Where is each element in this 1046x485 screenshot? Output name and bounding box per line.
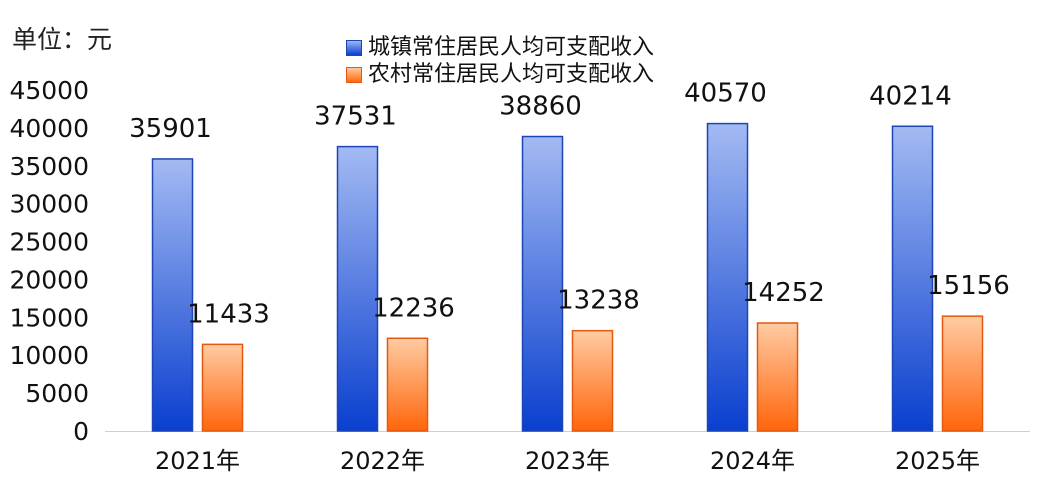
legend-label-rural: 农村常住居民人均可支配收入	[368, 62, 655, 87]
y-tick-label: 25000	[9, 228, 89, 257]
bar-rural	[201, 343, 244, 432]
bar-urban	[336, 145, 379, 432]
bar-rural	[571, 329, 614, 432]
x-tick-label: 2022年	[340, 447, 425, 475]
data-label-urban: 40570	[684, 79, 767, 109]
bar-urban	[891, 125, 934, 432]
y-tick-label: 20000	[9, 265, 89, 294]
y-axis-ticks: 0 5000 10000 15000 20000 25000 30000 35000 40000…	[9, 76, 89, 446]
data-label-urban: 40214	[869, 81, 952, 111]
data-label-urban: 35901	[129, 114, 212, 144]
x-tick-label: 2023年	[525, 447, 610, 475]
x-tick-label: 2025年	[895, 447, 980, 475]
x-tick-label: 2024年	[710, 447, 795, 475]
x-axis-ticks: 2021年 2022年 2023年 2024年 2025年	[155, 447, 980, 475]
legend-label-urban: 城镇常住居民人均可支配收入	[368, 35, 655, 60]
bar-urban	[521, 135, 564, 432]
bar-rural	[756, 322, 799, 432]
y-tick-label: 45000	[9, 76, 89, 105]
y-tick-label: 15000	[9, 303, 89, 332]
legend-swatch-rural	[346, 66, 362, 83]
bar-rural	[941, 315, 984, 432]
data-label-rural: 11433	[187, 299, 270, 329]
bar-urban	[706, 122, 749, 432]
y-tick-label: 10000	[9, 341, 89, 370]
data-label-urban: 37531	[314, 102, 397, 132]
legend: 城镇常住居民人均可支配收入 农村常住居民人均可支配收入	[346, 34, 654, 88]
bar-rural	[386, 337, 429, 432]
bar-urban	[151, 158, 194, 432]
data-label-rural: 13238	[557, 286, 640, 316]
data-label-rural: 14252	[742, 278, 825, 308]
x-tick-label: 2021年	[155, 447, 240, 475]
legend-item-rural: 农村常住居民人均可支配收入	[346, 61, 654, 88]
bars: 35901 11433 37531 12236 38860 13238 40570 14252…	[129, 79, 1010, 432]
y-tick-label: 40000	[9, 114, 89, 143]
data-label-rural: 15156	[927, 271, 1010, 301]
data-label-rural: 12236	[372, 293, 455, 323]
y-tick-label: 5000	[25, 379, 89, 408]
y-tick-label: 0	[73, 417, 89, 446]
y-tick-label: 35000	[9, 152, 89, 181]
data-label-urban: 38860	[499, 92, 582, 122]
y-tick-label: 30000	[9, 190, 89, 219]
legend-swatch-urban	[346, 39, 362, 56]
unit-label: 单位：元	[12, 25, 113, 54]
legend-item-urban: 城镇常住居民人均可支配收入	[346, 34, 654, 61]
